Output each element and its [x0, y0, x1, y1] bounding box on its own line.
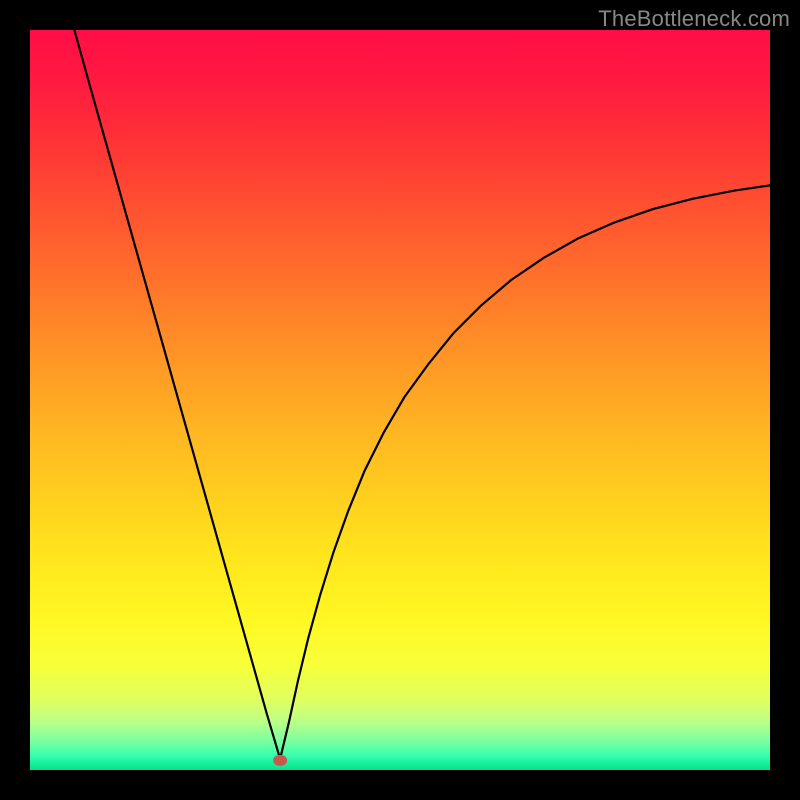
- watermark-text: TheBottleneck.com: [598, 6, 790, 32]
- chart-root: TheBottleneck.com: [0, 0, 800, 800]
- plot-background: [30, 30, 770, 770]
- minimum-marker: [273, 755, 287, 766]
- bottleneck-chart-svg: [0, 0, 800, 800]
